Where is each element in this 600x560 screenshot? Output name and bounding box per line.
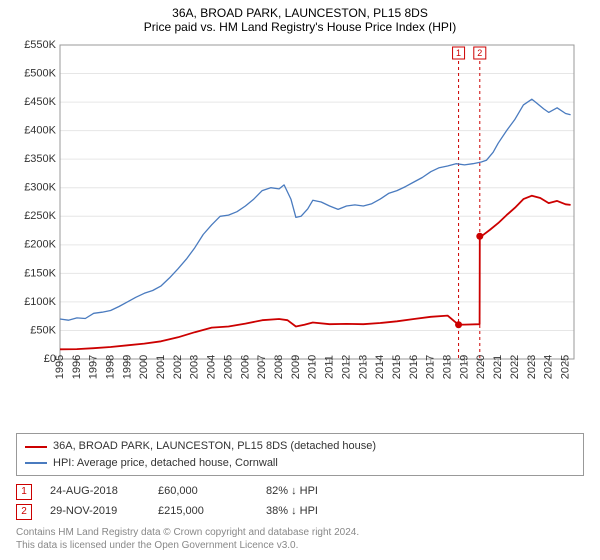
event-date: 24-AUG-2018	[50, 482, 140, 502]
svg-text:2006: 2006	[239, 355, 251, 379]
svg-text:£100K: £100K	[24, 296, 56, 308]
svg-text:£200K: £200K	[24, 239, 56, 251]
svg-text:2003: 2003	[189, 355, 201, 379]
svg-text:1: 1	[456, 48, 461, 58]
footer-line: This data is licensed under the Open Gov…	[16, 539, 584, 552]
svg-text:£550K: £550K	[24, 39, 56, 51]
svg-text:1998: 1998	[104, 355, 116, 379]
legend-item: 36A, BROAD PARK, LAUNCESTON, PL15 8DS (d…	[25, 438, 575, 455]
svg-text:2018: 2018	[442, 355, 454, 379]
svg-text:2024: 2024	[543, 355, 555, 379]
svg-text:2017: 2017	[425, 355, 437, 379]
svg-text:2002: 2002	[172, 355, 184, 379]
event-marker-icon: 1	[16, 484, 32, 500]
event-date: 29-NOV-2019	[50, 502, 140, 522]
event-delta: 82% ↓ HPI	[266, 482, 356, 502]
svg-text:2019: 2019	[458, 355, 470, 379]
event-price: £215,000	[158, 502, 248, 522]
svg-text:1995: 1995	[54, 355, 66, 379]
svg-text:2021: 2021	[492, 355, 504, 379]
legend-label: 36A, BROAD PARK, LAUNCESTON, PL15 8DS (d…	[53, 438, 376, 455]
svg-text:2001: 2001	[155, 355, 167, 379]
svg-text:2000: 2000	[138, 355, 150, 379]
svg-text:2005: 2005	[222, 355, 234, 379]
legend-item: HPI: Average price, detached house, Corn…	[25, 455, 575, 472]
svg-text:2016: 2016	[408, 355, 420, 379]
event-marker-icon: 2	[16, 504, 32, 520]
svg-text:2013: 2013	[357, 355, 369, 379]
event-delta: 38% ↓ HPI	[266, 502, 356, 522]
footer-line: Contains HM Land Registry data © Crown c…	[16, 526, 584, 539]
svg-text:£500K: £500K	[24, 67, 56, 79]
svg-text:2022: 2022	[509, 355, 521, 379]
svg-text:2015: 2015	[391, 355, 403, 379]
legend-swatch	[25, 446, 47, 448]
svg-text:2025: 2025	[559, 355, 571, 379]
svg-text:£400K: £400K	[24, 124, 56, 136]
svg-text:£50K: £50K	[30, 324, 56, 336]
event-row: 1 24-AUG-2018 £60,000 82% ↓ HPI	[16, 482, 584, 502]
svg-text:2014: 2014	[374, 355, 386, 379]
svg-text:2011: 2011	[324, 355, 336, 379]
svg-text:2007: 2007	[256, 355, 268, 379]
event-price: £60,000	[158, 482, 248, 502]
svg-text:£350K: £350K	[24, 153, 56, 165]
legend-swatch	[25, 462, 47, 464]
events-table: 1 24-AUG-2018 £60,000 82% ↓ HPI 2 29-NOV…	[16, 482, 584, 522]
svg-text:2010: 2010	[307, 355, 319, 379]
legend: 36A, BROAD PARK, LAUNCESTON, PL15 8DS (d…	[16, 433, 584, 476]
svg-text:2: 2	[477, 48, 482, 58]
svg-text:2012: 2012	[340, 355, 352, 379]
price-chart: £0£50K£100K£150K£200K£250K£300K£350K£400…	[16, 39, 584, 428]
svg-text:£300K: £300K	[24, 181, 56, 193]
svg-text:1999: 1999	[121, 355, 133, 379]
footer: Contains HM Land Registry data © Crown c…	[16, 526, 584, 552]
event-row: 2 29-NOV-2019 £215,000 38% ↓ HPI	[16, 502, 584, 522]
page-subtitle: Price paid vs. HM Land Registry's House …	[16, 20, 584, 34]
svg-text:£450K: £450K	[24, 96, 56, 108]
legend-label: HPI: Average price, detached house, Corn…	[53, 455, 278, 472]
svg-text:1996: 1996	[71, 355, 83, 379]
svg-text:2004: 2004	[206, 355, 218, 379]
svg-text:2008: 2008	[273, 355, 285, 379]
svg-text:2020: 2020	[475, 355, 487, 379]
svg-text:2009: 2009	[290, 355, 302, 379]
svg-text:1997: 1997	[88, 355, 100, 379]
page-title: 36A, BROAD PARK, LAUNCESTON, PL15 8DS	[16, 6, 584, 20]
svg-text:£150K: £150K	[24, 267, 56, 279]
svg-text:2023: 2023	[526, 355, 538, 379]
svg-text:£250K: £250K	[24, 210, 56, 222]
